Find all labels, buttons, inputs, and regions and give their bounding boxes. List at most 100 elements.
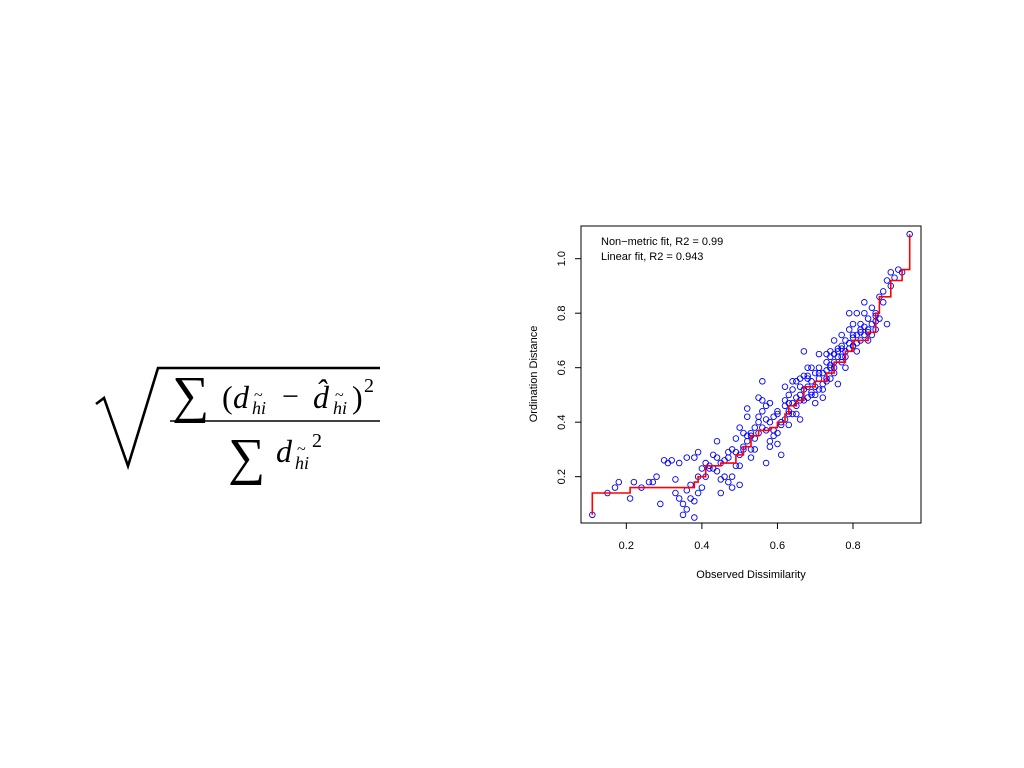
data-point — [759, 424, 766, 431]
data-point — [827, 353, 834, 361]
subscript-hi: hi — [333, 398, 347, 418]
data-point — [759, 397, 766, 404]
data-point — [732, 435, 740, 442]
data-point — [751, 424, 759, 431]
data-point — [804, 394, 811, 401]
data-point — [823, 350, 830, 358]
data-point — [698, 484, 706, 491]
d-symbol: d — [276, 433, 293, 469]
data-point — [845, 339, 853, 347]
y-tick-label: 0.4 — [556, 415, 568, 430]
data-point — [766, 438, 774, 445]
data-point — [675, 459, 683, 467]
data-point — [785, 391, 793, 399]
data-point — [781, 383, 789, 391]
subscript-hi: hi — [295, 453, 309, 473]
data-point — [713, 467, 721, 475]
data-point — [808, 378, 815, 385]
x-axis: 0.2 0.4 0.6 0.8 — [619, 523, 861, 552]
nonmetric-fit-line — [591, 234, 911, 515]
data-point — [796, 391, 804, 399]
data-point — [876, 315, 883, 322]
data-point — [653, 473, 660, 480]
data-point — [800, 348, 808, 355]
data-point — [649, 478, 657, 486]
d-hat-symbol: d̂ — [313, 379, 330, 415]
data-point — [861, 309, 868, 317]
data-point — [853, 339, 861, 347]
data-point — [838, 342, 845, 350]
data-point — [766, 418, 774, 426]
data-point — [853, 348, 861, 355]
data-point — [774, 408, 781, 415]
superscript-2: 2 — [364, 375, 374, 397]
data-point — [811, 369, 819, 377]
data-point — [849, 331, 857, 339]
data-point — [664, 459, 672, 467]
data-point — [728, 473, 736, 480]
minus-sign: − — [282, 380, 299, 413]
data-point — [657, 500, 664, 508]
data-point — [879, 299, 887, 306]
x-tick-label: 0.2 — [619, 540, 634, 552]
data-point — [774, 410, 781, 418]
data-point — [679, 500, 687, 508]
data-point — [834, 380, 842, 388]
tilde-mark: ~ — [335, 387, 344, 404]
data-point — [717, 489, 725, 497]
data-point — [849, 320, 857, 328]
data-point — [755, 418, 762, 426]
data-point — [743, 413, 751, 420]
data-point — [774, 440, 781, 448]
data-point — [842, 337, 849, 344]
data-point — [766, 399, 774, 407]
data-point — [789, 386, 796, 393]
data-point — [781, 402, 789, 410]
data-point — [796, 416, 804, 423]
data-point — [691, 514, 698, 521]
data-point — [796, 383, 804, 391]
data-point — [777, 451, 785, 459]
data-point — [747, 454, 755, 461]
data-point — [785, 421, 793, 429]
data-point — [815, 386, 823, 393]
close-paren: ) — [352, 379, 363, 415]
data-point — [819, 394, 827, 401]
data-point — [728, 484, 736, 491]
data-point — [736, 424, 743, 431]
data-point — [743, 432, 751, 440]
data-point — [815, 369, 823, 377]
open-paren: ( — [222, 379, 233, 415]
data-point — [679, 511, 687, 519]
data-point — [864, 315, 872, 322]
data-point — [687, 495, 694, 502]
x-tick-label: 0.8 — [845, 540, 860, 552]
data-points — [589, 230, 913, 521]
data-point — [868, 304, 876, 311]
data-point — [736, 481, 743, 489]
data-point — [762, 416, 770, 423]
data-point — [895, 266, 902, 273]
data-point — [845, 326, 853, 333]
data-point — [721, 473, 728, 480]
data-point — [660, 457, 668, 464]
data-point — [683, 506, 691, 513]
data-point — [740, 429, 747, 437]
data-point — [721, 457, 728, 464]
data-point — [630, 478, 638, 486]
data-point — [887, 269, 895, 276]
tilde-mark: ~ — [254, 387, 263, 404]
data-point — [728, 446, 736, 453]
x-axis-title: Observed Dissimilarity — [696, 569, 806, 581]
data-point — [793, 410, 800, 418]
data-point — [804, 375, 811, 382]
data-point — [645, 478, 653, 486]
data-point — [815, 364, 823, 371]
data-point — [827, 348, 834, 355]
data-point — [804, 364, 811, 371]
data-point — [725, 478, 732, 486]
data-point — [759, 378, 766, 385]
tilde-mark: ~ — [297, 441, 306, 458]
data-point — [743, 405, 751, 412]
data-point — [842, 364, 849, 371]
